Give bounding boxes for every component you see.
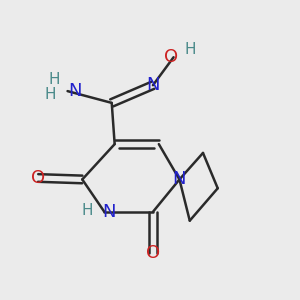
Text: O: O [31,169,45,187]
Text: O: O [164,48,178,66]
Text: O: O [146,244,160,262]
Text: N: N [68,82,82,100]
Text: H: H [49,72,60,87]
Text: H: H [44,87,56,102]
Text: N: N [102,203,116,221]
Text: N: N [173,170,186,188]
Text: H: H [184,42,196,57]
Text: H: H [82,203,93,218]
Text: N: N [146,76,160,94]
